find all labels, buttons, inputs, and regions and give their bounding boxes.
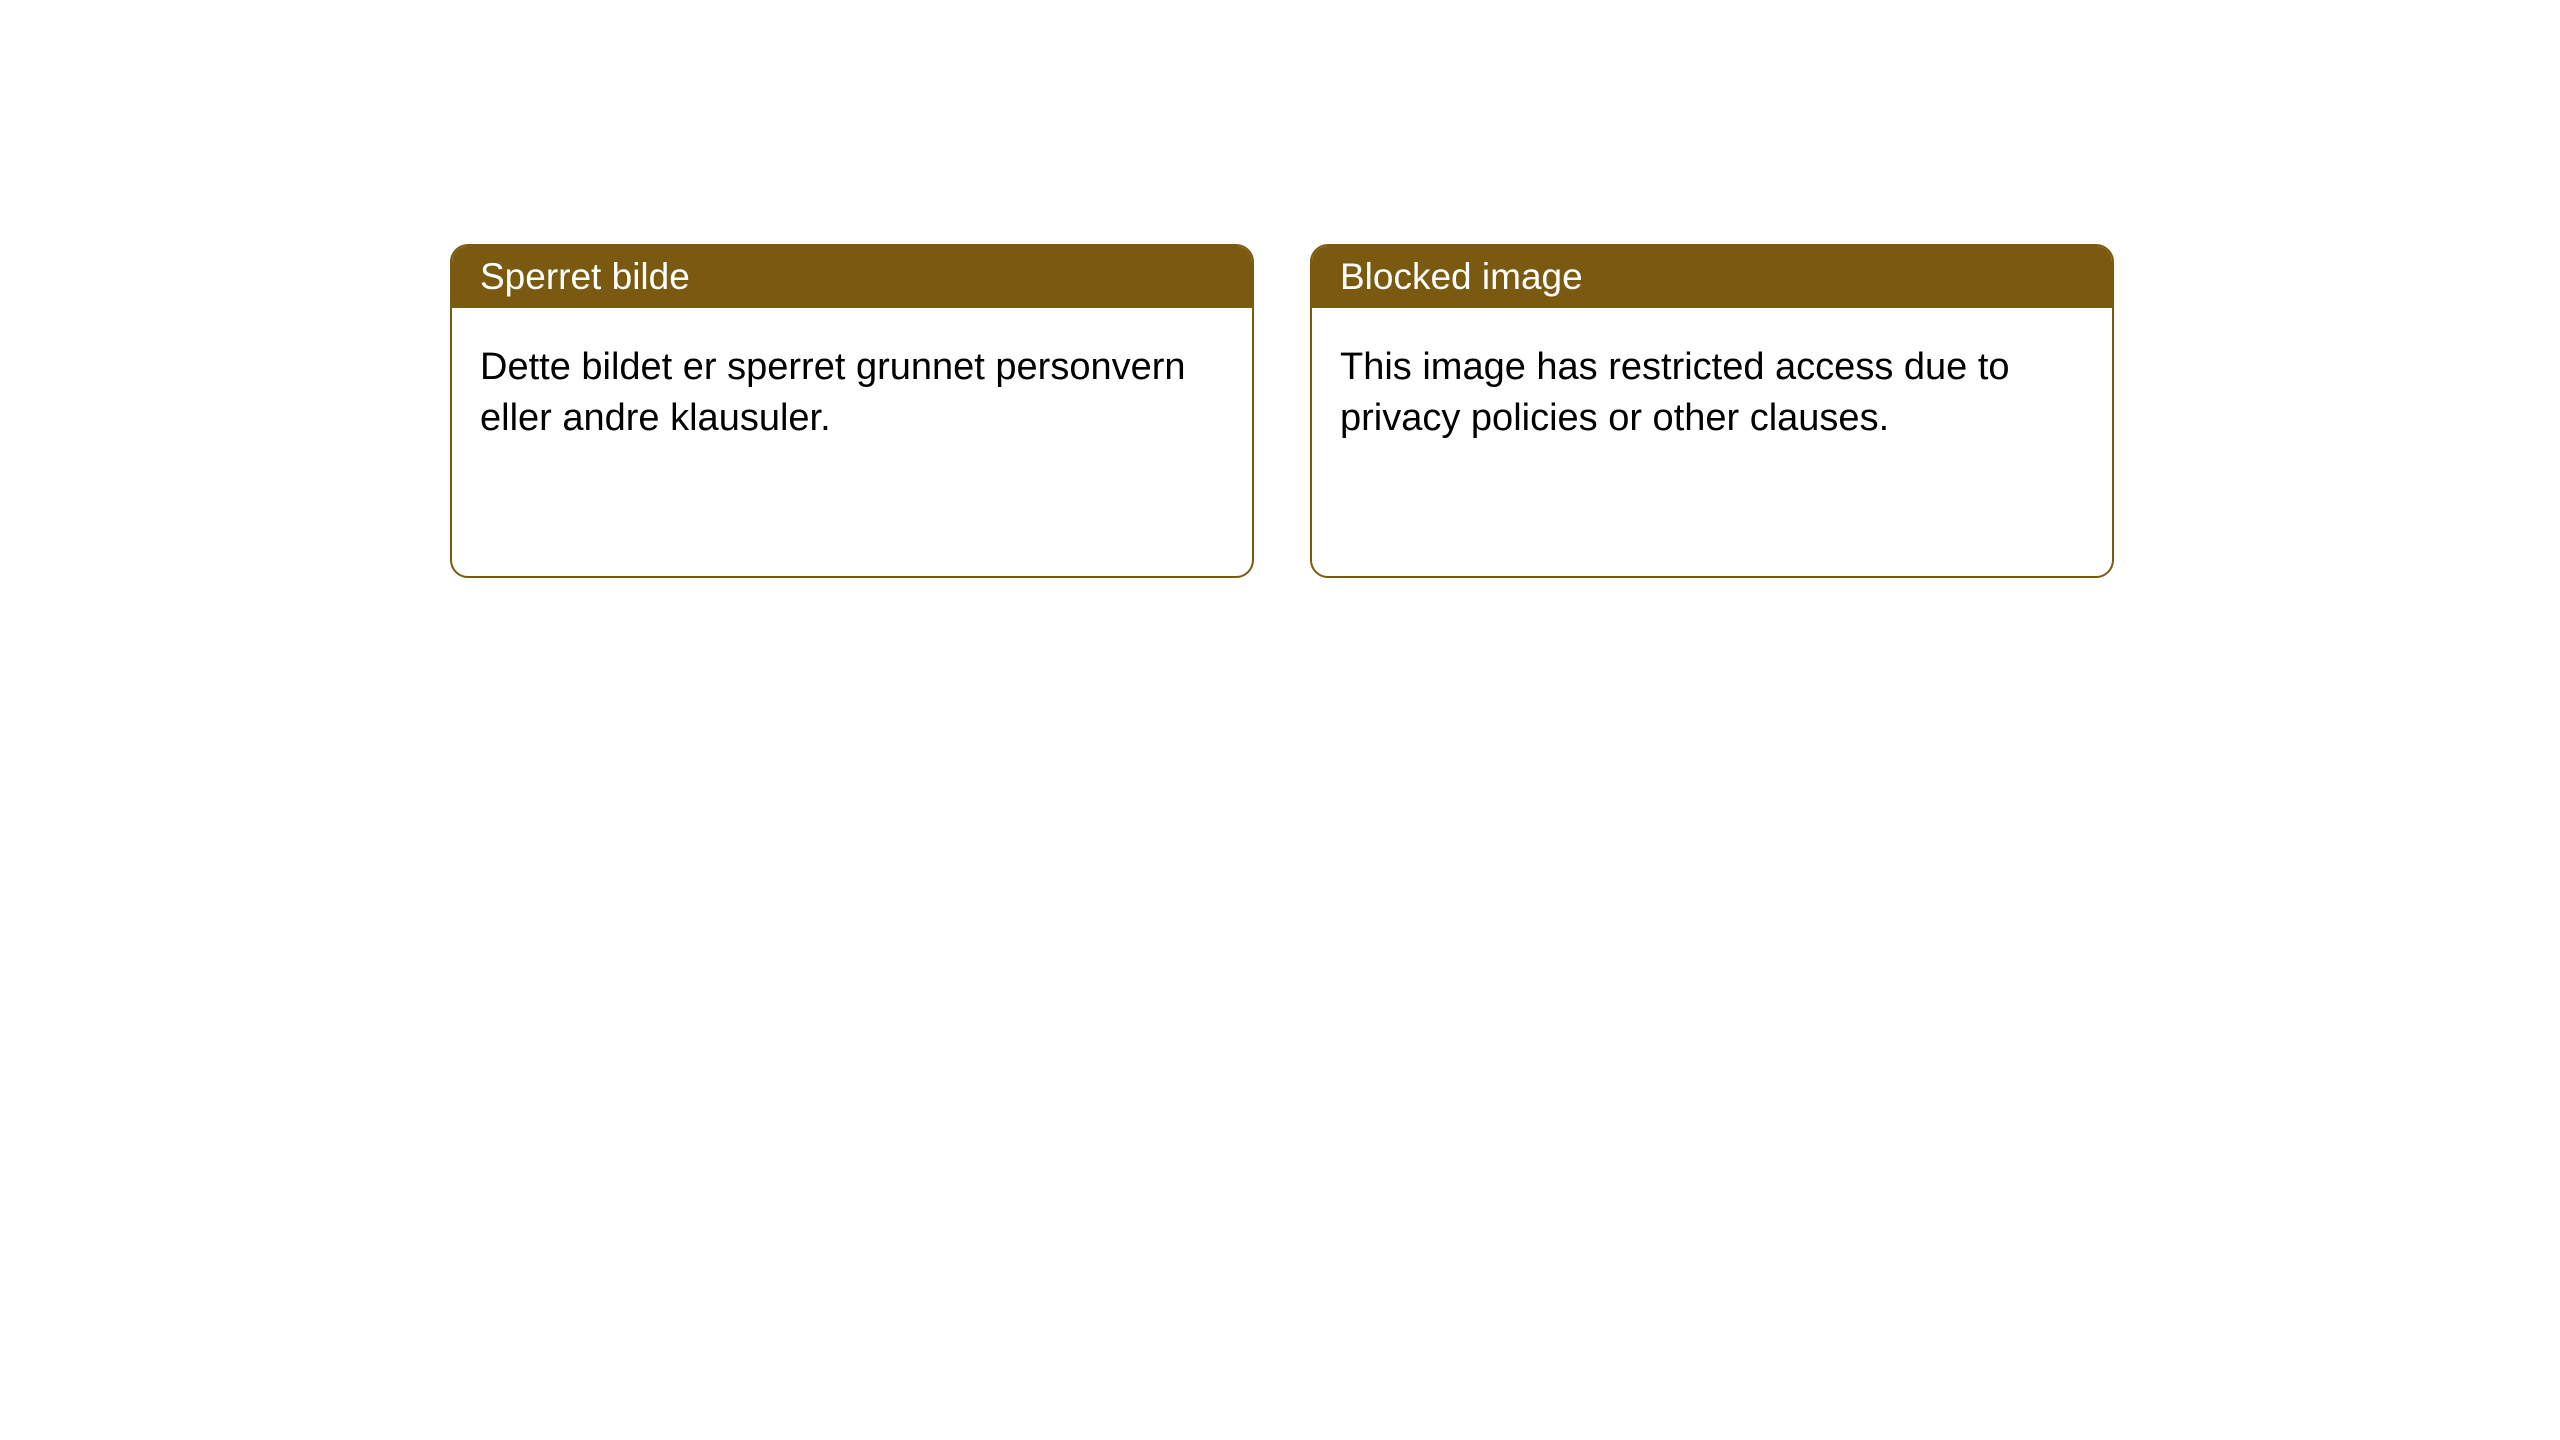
card-title: Sperret bilde — [480, 256, 690, 297]
card-body-text: This image has restricted access due to … — [1340, 346, 2010, 439]
card-body: This image has restricted access due to … — [1312, 308, 2112, 479]
card-header: Blocked image — [1312, 246, 2112, 308]
card-body: Dette bildet er sperret grunnet personve… — [452, 308, 1252, 479]
blocked-image-card-no: Sperret bilde Dette bildet er sperret gr… — [450, 244, 1254, 578]
cards-container: Sperret bilde Dette bildet er sperret gr… — [0, 0, 2560, 578]
card-title: Blocked image — [1340, 256, 1583, 297]
blocked-image-card-en: Blocked image This image has restricted … — [1310, 244, 2114, 578]
card-header: Sperret bilde — [452, 246, 1252, 308]
card-body-text: Dette bildet er sperret grunnet personve… — [480, 346, 1186, 439]
